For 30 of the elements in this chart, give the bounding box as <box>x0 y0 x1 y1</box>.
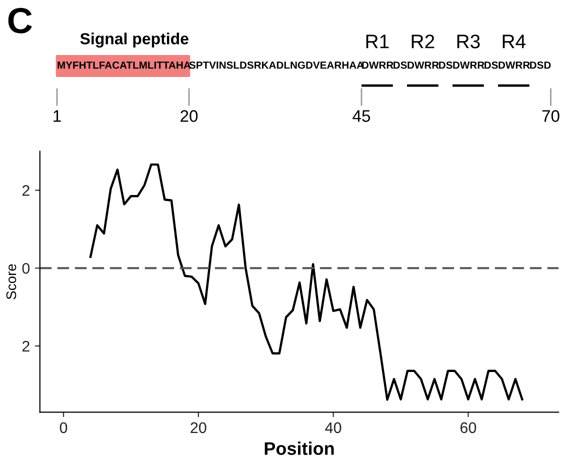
text: R1 <box>366 34 389 48</box>
text: DWRR <box>408 62 439 69</box>
x-tick-label: 40 <box>325 422 342 434</box>
y-tick-label: 2 <box>22 340 30 352</box>
text: Signal peptide <box>80 32 188 48</box>
text: R4 <box>502 34 526 48</box>
x-tick-label: 20 <box>190 422 206 434</box>
y-tick-label: 2 <box>22 185 30 196</box>
text: DWRR <box>453 62 484 69</box>
text: DS <box>439 61 452 69</box>
text: MYFHTLFACATLMLITTAHA <box>58 61 191 69</box>
text: 1 <box>54 110 61 122</box>
text: SPTVINSLDSRKADLNGDVEARHAA <box>189 61 364 69</box>
text: R2 <box>412 34 434 48</box>
x-tick-label: 60 <box>460 422 476 434</box>
text: 20 <box>180 110 198 122</box>
y-tick-label: 0 <box>22 262 30 274</box>
text: DS <box>394 61 407 69</box>
text: DWRR <box>498 62 530 69</box>
line-series <box>89 163 524 401</box>
text: DSD <box>530 61 551 69</box>
x-axis-title: Position <box>264 442 334 455</box>
text: 70 <box>542 110 560 122</box>
y-axis-title: Score <box>6 264 16 300</box>
text: R3 <box>457 34 480 48</box>
text: DWRR <box>362 62 394 69</box>
text: C <box>8 8 32 34</box>
text: 45 <box>352 110 370 122</box>
x-tick-label: 0 <box>60 422 68 434</box>
text: DS <box>484 61 498 69</box>
